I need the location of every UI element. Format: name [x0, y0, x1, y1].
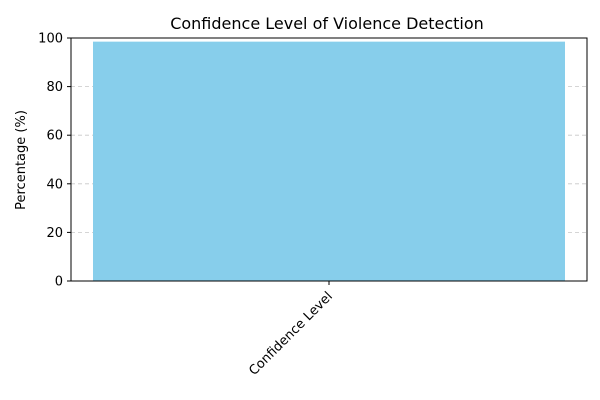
y-tick-label: 0 [55, 275, 63, 290]
y-ticks: 0 20 40 60 80 100 [38, 32, 71, 290]
bars [93, 41, 565, 281]
y-tick-label: 100 [38, 32, 63, 47]
y-tick-label: 80 [46, 80, 63, 95]
bar [93, 41, 565, 281]
y-axis-label: Percentage (%) [14, 110, 29, 210]
x-ticks: Confidence Level [246, 281, 336, 379]
chart-title: Confidence Level of Violence Detection [170, 14, 484, 33]
y-tick-label: 60 [46, 129, 63, 144]
y-tick-label: 20 [46, 226, 63, 241]
x-tick-label: Confidence Level [246, 289, 335, 378]
y-tick-label: 40 [46, 177, 63, 192]
